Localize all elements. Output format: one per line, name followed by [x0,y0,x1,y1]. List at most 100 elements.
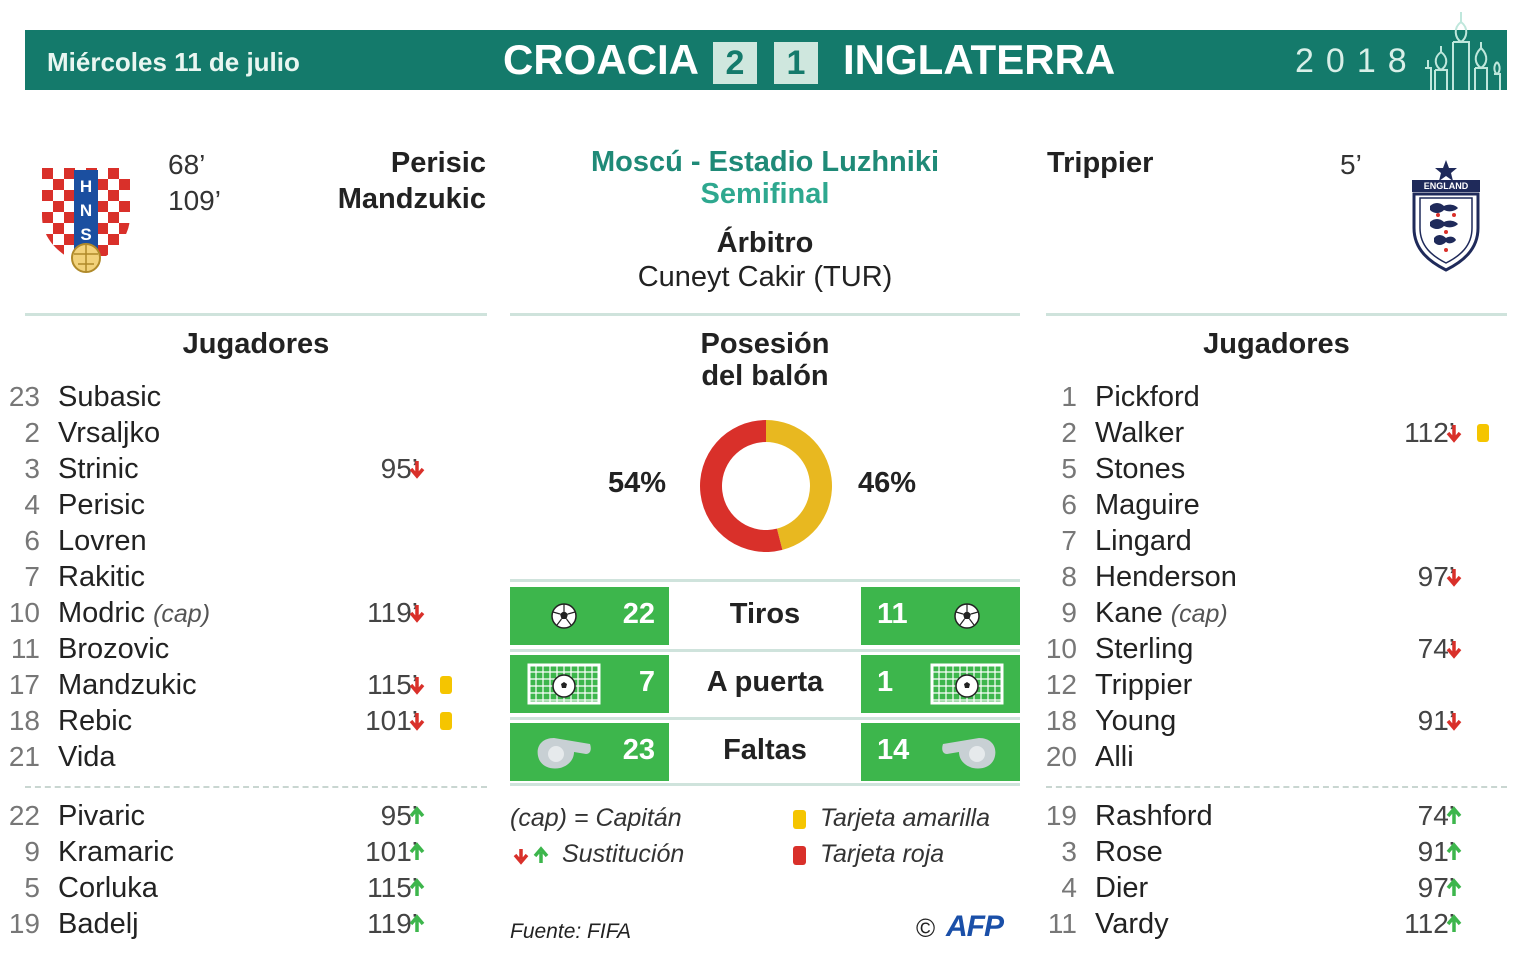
home-scorer-name: Mandzukic [337,183,486,215]
player-name: Corluka [58,870,158,906]
legend-red-card: Tarjeta roja [820,840,945,868]
away-players-title: Jugadores [1203,328,1350,360]
player-name: Strinic [58,451,139,487]
home-team-name: CROACIA [503,36,699,83]
away-stat-value: 1 [877,666,894,698]
sub-in-arrow-icon [409,842,425,860]
player-number: 17 [8,669,40,700]
stat-label: Tiros [729,598,801,630]
player-number: 6 [24,525,40,556]
player-number: 9 [24,836,40,867]
player-number: 10 [1045,633,1077,664]
whistle-icon [537,738,591,769]
sub-minute: 97’ [1417,872,1455,903]
player-name-text: Brozovic [58,633,170,665]
player-row: 11 Vardy 112’ [1045,906,1505,942]
captain-tag: (cap) [1170,600,1228,628]
referee-name: Cuneyt Cakir (TUR) [637,261,893,293]
player-number: 7 [1061,525,1077,556]
player-name: Modric (cap) [58,595,210,632]
player-name: Brozovic [58,631,169,667]
sub-minute: 115’ [367,872,418,903]
stage: Semifinal [700,178,830,210]
england-crest-label: ENGLAND [1424,181,1469,191]
home-stat-value: 22 [622,598,655,630]
player-number: 21 [8,741,40,772]
england-crest-icon: ENGLAND [1412,160,1480,272]
player-number: 18 [1045,705,1077,736]
player-number: 4 [24,489,40,520]
divider [1046,786,1507,788]
sub-minute: 91’ [1417,836,1455,867]
divider [1046,313,1507,316]
player-name-text: Maguire [1095,489,1200,521]
sub-out-arrow-icon [409,713,425,731]
possession-donut [700,420,832,552]
sub-minute: 112’ [1404,417,1455,448]
player-name-text: Pivaric [58,800,146,832]
sub-out-arrow-icon [409,461,425,479]
sub-out-arrow-icon [1446,641,1462,659]
player-row: 7 Lingard [1045,523,1505,559]
player-number: 2 [1061,417,1077,448]
sub-in-arrow-icon [409,878,425,896]
player-name-text: Rose [1095,836,1163,868]
player-row: 10 Sterling 74’ [1045,631,1505,667]
player-number: 12 [1045,669,1077,700]
kremlin-icon [1425,12,1501,90]
player-row: 21 Vida [8,739,468,775]
away-stat-value: 14 [877,734,910,766]
player-number: 2 [24,417,40,448]
player-number: 22 [8,800,40,831]
player-name-text: Vrsaljko [58,417,161,449]
player-name: Henderson [1095,559,1237,595]
player-name-text: Rashford [1095,800,1213,832]
player-row: 18 Rebic 101’ [8,703,468,739]
player-row: 19 Badelj 119’ [8,906,468,942]
match-date: Miércoles 11 de julio [47,47,300,77]
divider [25,786,487,788]
home-possession-slice [700,420,783,552]
player-row: 5 Corluka 115’ [8,870,468,906]
player-number: 1 [1061,381,1077,412]
player-row: 4 Dier 97’ [1045,870,1505,906]
sub-minute: 112’ [1404,908,1455,939]
away-team-name: INGLATERRA [843,36,1116,83]
away-stat-box: 11 [861,587,1020,645]
away-stat-box: 14 [861,723,1020,781]
sub-minute: 74’ [1417,800,1455,831]
player-name-text: Trippier [1095,669,1193,701]
player-name: Alli [1095,739,1134,775]
home-scorer-minute: 109’ [168,185,221,216]
sub-minute: 91’ [1417,705,1455,736]
player-name: Pickford [1095,379,1200,415]
divider [510,579,1020,582]
possession-title-line2: del balón [701,360,829,392]
divider [25,313,487,316]
sub-minute: 97’ [1417,561,1455,592]
player-name-text: Subasic [58,381,162,413]
home-stat-value: 23 [622,734,655,766]
yellow-card-icon [440,676,452,694]
player-row: 3 Strinic 95’ [8,451,468,487]
sub-in-arrow-icon [1446,878,1462,896]
venue: Moscú - Estadio Luzhniki [590,146,939,178]
player-row: 5 Stones [1045,451,1505,487]
legend-substitution: Sustitución [562,840,685,868]
home-stat-box: 23 [510,723,669,781]
stat-label: A puerta [706,666,824,698]
player-name-text: Strinic [58,453,139,485]
away-stat-value: 11 [877,598,908,630]
home-players-title: Jugadores [182,328,330,360]
yellow-card-icon [440,712,452,730]
divider [510,783,1020,786]
home-stat-box: 22 [510,587,669,645]
player-name-text: Rebic [58,705,133,737]
sub-in-arrow-icon [409,806,425,824]
player-number: 3 [1061,836,1077,867]
player-row: 18 Young 91’ [1045,703,1505,739]
player-name: Vrsaljko [58,415,160,451]
svg-text:S: S [80,225,91,244]
sub-out-arrow-icon [1446,425,1462,443]
player-name-text: Corluka [58,872,158,904]
